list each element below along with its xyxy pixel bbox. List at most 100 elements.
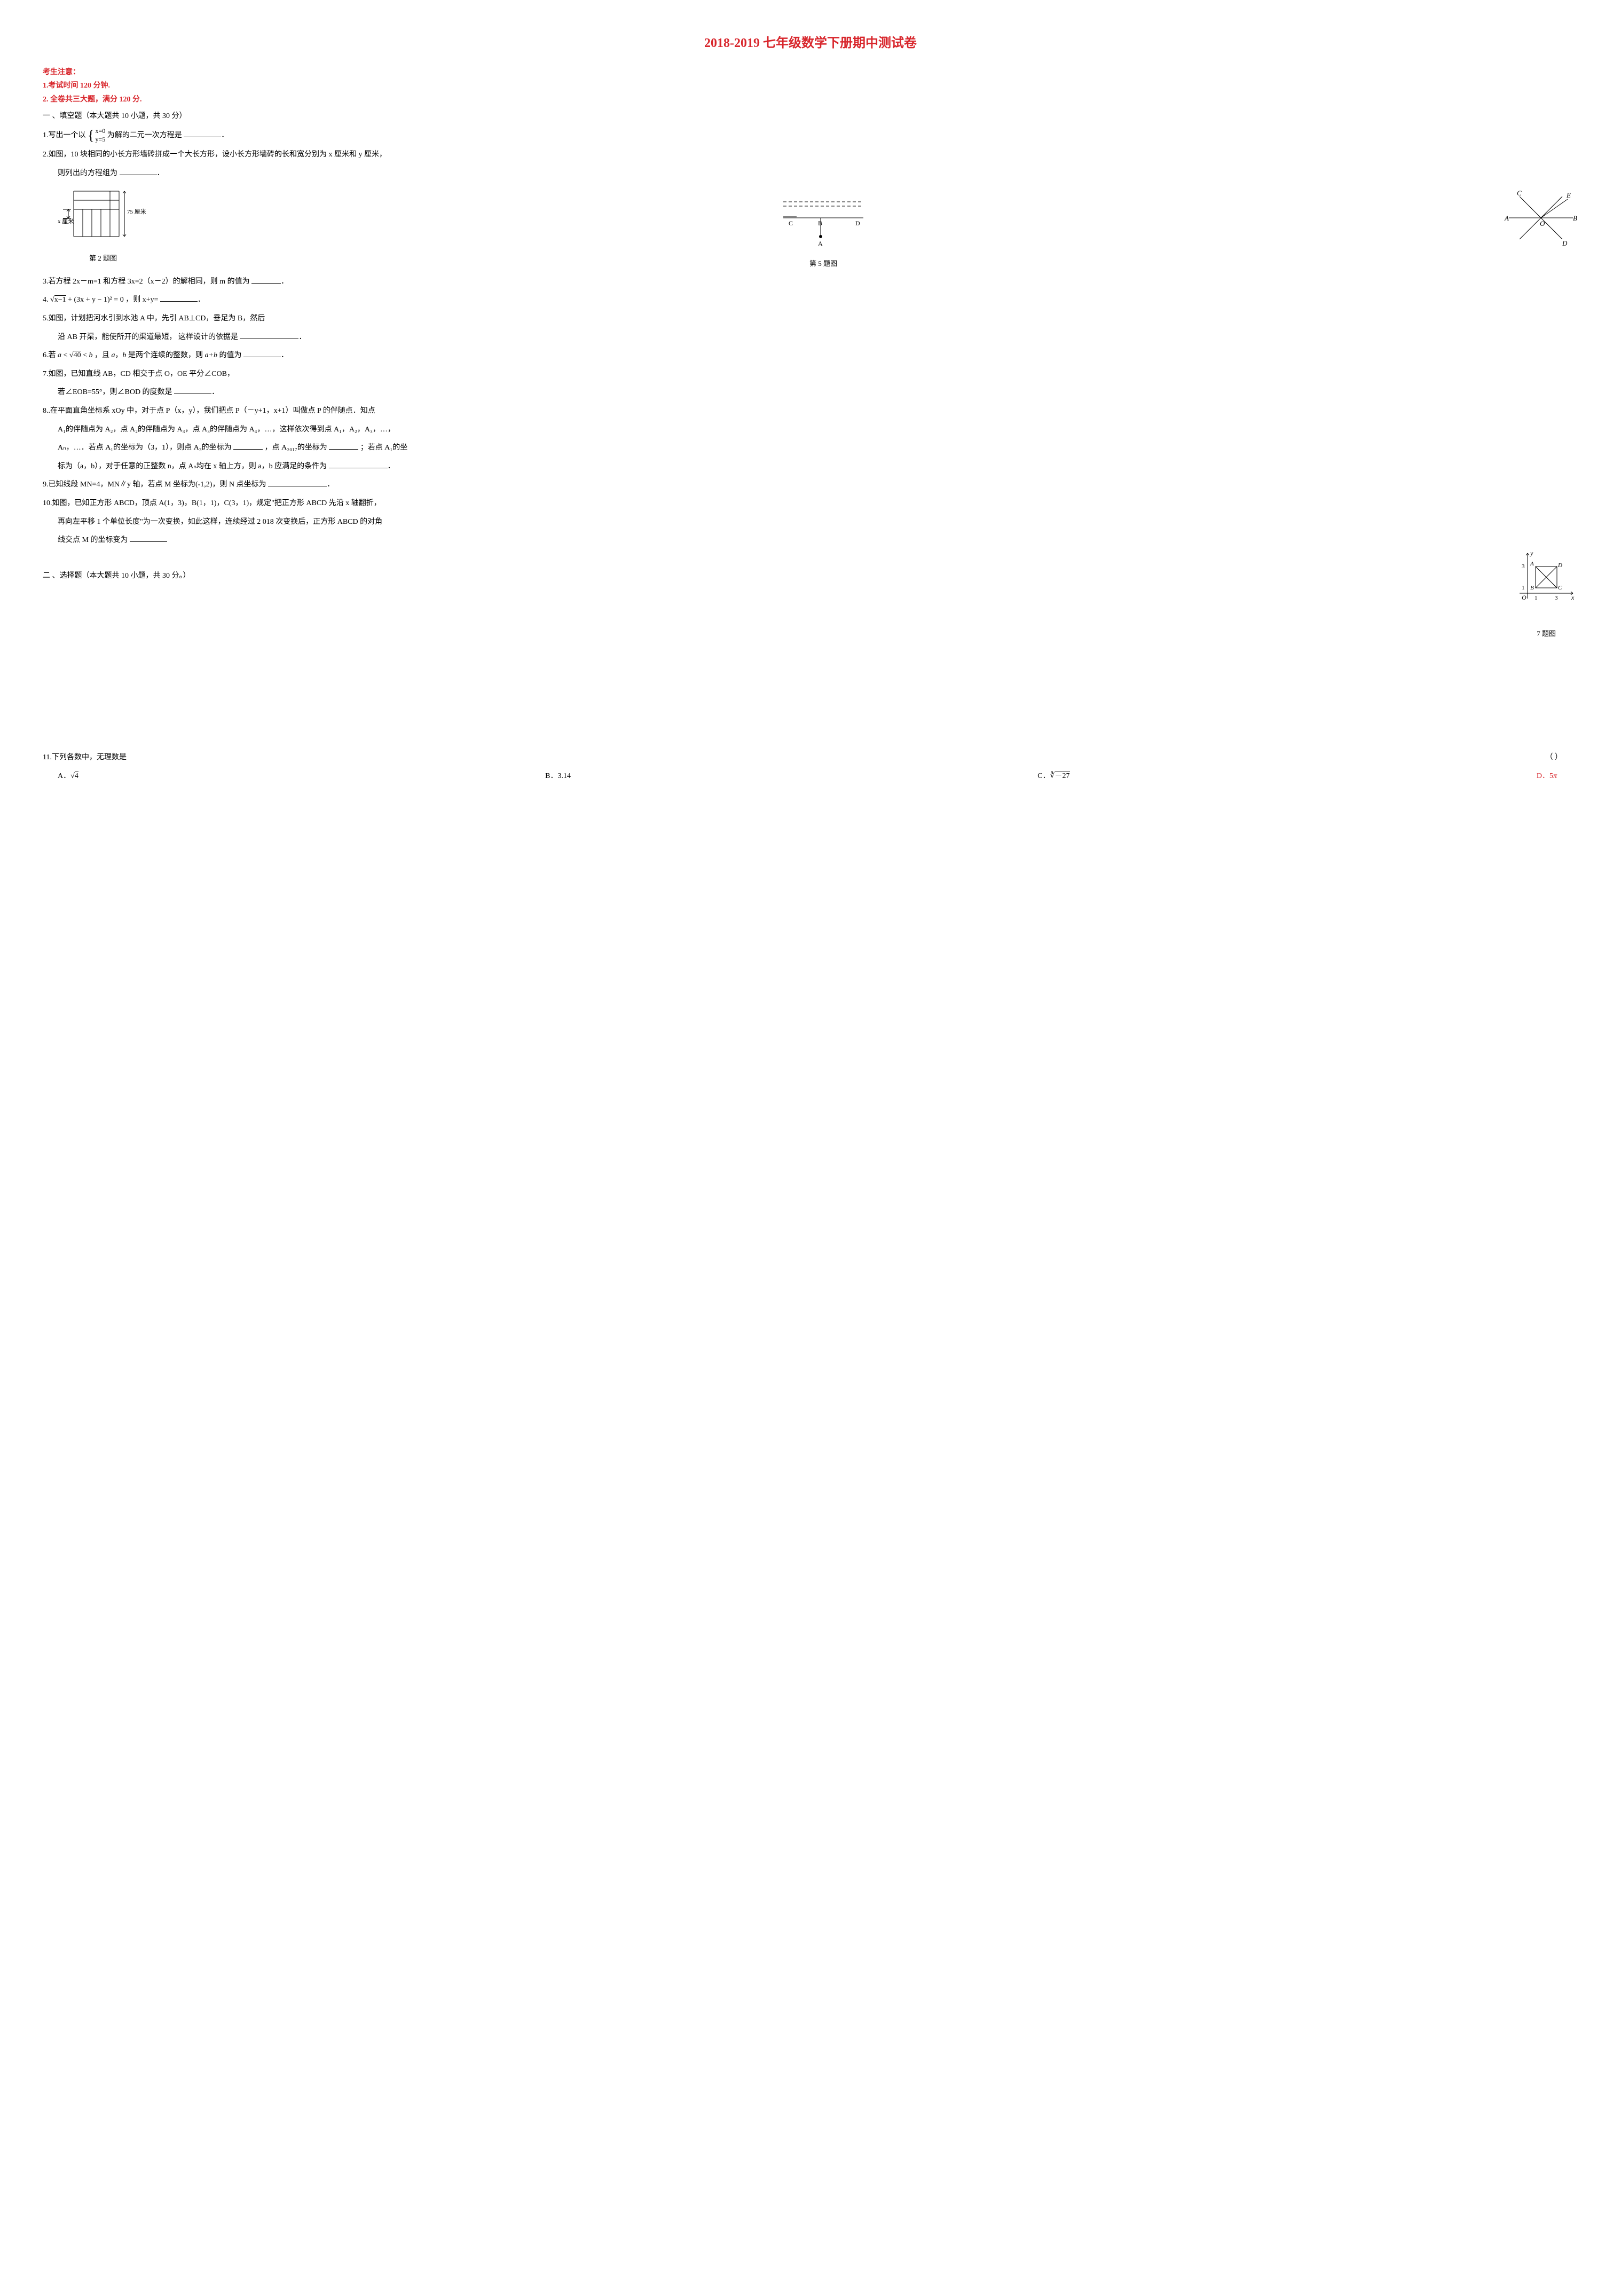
q2b-text: 则列出的方程组为 bbox=[58, 169, 117, 177]
fig10-svg: 3 1 1 3 O x y A D B C bbox=[1514, 548, 1578, 607]
q11-paren: （ ） bbox=[1546, 751, 1563, 765]
exam-title: 2018-2019 七年级数学下册期中测试卷 bbox=[43, 32, 1578, 55]
fig5-A: A bbox=[818, 240, 823, 247]
fig7-caption-bottom: 7 题图 bbox=[1514, 627, 1578, 640]
fig5-caption: 第 5 题图 bbox=[778, 257, 869, 270]
blank-q2 bbox=[120, 168, 157, 175]
blank-q1 bbox=[184, 130, 221, 137]
q1-pre: 1.写出一个以 bbox=[43, 131, 86, 139]
fig10-O: O bbox=[1522, 594, 1526, 601]
figure-2: 75 厘米 x 厘米 第 2 题图 bbox=[58, 186, 148, 264]
vertical-spacer bbox=[43, 640, 1578, 746]
q3-text: 3.若方程 2x－m=1 和方程 3x=2（x－2）的解相同，则 m 的值为 bbox=[43, 278, 250, 286]
fig2-label-x: x 厘米 bbox=[58, 218, 74, 225]
fig10-1a: 1 bbox=[1522, 585, 1525, 591]
brace-left: { bbox=[88, 129, 94, 143]
figures-row-1: 75 厘米 x 厘米 第 2 题图 C B D A 第 5 题图 bbox=[58, 186, 1578, 270]
question-8b: A₁的伴随点为 A₂，点 A₂的伴随点为 A₃，点 A₃的伴随点为 A₄，…，这… bbox=[43, 423, 1578, 437]
fig7-C: C bbox=[1517, 189, 1522, 197]
fig7-A: A bbox=[1504, 214, 1509, 222]
blank-q8-1 bbox=[233, 442, 263, 450]
fig10-1b: 1 bbox=[1535, 595, 1538, 601]
q10c-text: 线交点 M 的坐标变为 bbox=[58, 536, 128, 544]
blank-q8-2 bbox=[329, 442, 358, 450]
blank-q4 bbox=[160, 294, 198, 302]
q6-text: 6.若 a < √40 < b ，且 a，b 是两个连续的整数，则 a+b 的值… bbox=[43, 351, 241, 359]
blank-q8-3 bbox=[329, 461, 388, 468]
question-5b: 沿 AB 开渠，能使所开的渠道最短， 这样设计的依据是 ． bbox=[43, 331, 1578, 345]
notice-line-2: 2. 全卷共三大题，满分 120 分. bbox=[43, 93, 1578, 106]
q8d-pre: 标为（a，b），对于任意的正整数 n，点 Aₙ均在 x 轴上方，则 a，b 应满… bbox=[58, 462, 327, 470]
q9-text: 9.已知线段 MN=4，MN∥y 轴，若点 M 坐标为(-1,2)，则 N 点坐… bbox=[43, 481, 266, 489]
q2-text: 2.如图，10 块相同的小长方形墙砖拼成一个大长方形，设小长方形墙砖的长和宽分别… bbox=[43, 151, 387, 159]
fig10-3: 3 bbox=[1522, 563, 1525, 570]
question-10c: 线交点 M 的坐标变为 bbox=[43, 533, 1578, 548]
question-11: 11.下列各数中，无理数是 （ ） bbox=[43, 751, 1578, 765]
q8c-mid: ，点 A₂₀₁₇的坐标为 bbox=[265, 444, 327, 452]
fig7-lines-svg: C E A O B D bbox=[1498, 186, 1578, 250]
q4-expr: √x−1 + (3x + y − 1)² = 0 bbox=[50, 295, 124, 304]
q1-eq2: y=5 bbox=[95, 136, 105, 144]
question-8d: 标为（a，b），对于任意的正整数 n，点 Aₙ均在 x 轴上方，则 a，b 应满… bbox=[43, 460, 1578, 474]
q1-post: 为解的二元一次方程是 bbox=[107, 131, 182, 139]
blank-q3 bbox=[251, 276, 281, 284]
fig10-C: C bbox=[1558, 585, 1562, 591]
q11-options: A．√4 B．3.14 C．∛－27 D．5π bbox=[43, 769, 1578, 783]
figure-10: 3 1 1 3 O x y A D B C 7 题图 bbox=[1514, 548, 1578, 640]
q1-brace-equation: { x=0 y=5 bbox=[88, 127, 105, 144]
question-7b: 若∠EOB=55°，则∠BOD 的度数是 ． bbox=[43, 386, 1578, 400]
notice-line-1: 1.考试时间 120 分钟. bbox=[43, 79, 1578, 92]
fig5-D: D bbox=[855, 219, 860, 227]
q4-pre: 4. bbox=[43, 296, 50, 304]
brace-content: x=0 y=5 bbox=[95, 127, 105, 144]
figure-7-lines: C E A O B D bbox=[1498, 186, 1578, 255]
question-8a: 8..在平面直角坐标系 xOy 中，对于点 P（x，y），我们把点 P（－y+1… bbox=[43, 404, 1578, 419]
opt-b: B．3.14 bbox=[545, 769, 571, 783]
q8a-text: 8..在平面直角坐标系 xOy 中，对于点 P（x，y），我们把点 P（－y+1… bbox=[43, 407, 375, 415]
opt-a: A．√4 bbox=[58, 769, 78, 783]
fig5-B: B bbox=[818, 219, 822, 227]
question-10b: 再向左平移 1 个单位长度"为一次变换，如此这样，连续经过 2 018 次变换后… bbox=[43, 515, 1578, 530]
q10a-text: 10.如图，已知正方形 ABCD，顶点 A(1，3)，B(1，1)，C(3，1)… bbox=[43, 499, 381, 507]
q8b-text: A₁的伴随点为 A₂，点 A₂的伴随点为 A₃，点 A₃的伴随点为 A₄，…，这… bbox=[58, 426, 395, 434]
notice-header: 考生注意： bbox=[43, 66, 1578, 79]
fig5-svg: C B D A bbox=[778, 186, 869, 250]
q5-text: 5.如图，计划把河水引到水池 A 中，先引 AB⊥CD，垂足为 B，然后 bbox=[43, 314, 265, 323]
question-10a: 10.如图，已知正方形 ABCD，顶点 A(1，3)，B(1，1)，C(3，1)… bbox=[43, 497, 1578, 511]
fig10-B: B bbox=[1530, 585, 1534, 591]
fig7-O: O bbox=[1540, 219, 1545, 227]
fig10-3b: 3 bbox=[1555, 595, 1558, 601]
fig2-svg: 75 厘米 x 厘米 bbox=[58, 186, 148, 245]
blank-q5 bbox=[240, 332, 298, 339]
section-1-title: 一 、填空题（本大题共 10 小题，共 30 分） bbox=[43, 109, 1578, 123]
fig10-A: A bbox=[1530, 561, 1534, 567]
fig2-label-75: 75 厘米 bbox=[127, 208, 146, 215]
fig7-D: D bbox=[1562, 239, 1568, 247]
q8c-pre: Aₙ，…．若点 A₁的坐标为（3，1），则点 A₃的坐标为 bbox=[58, 444, 232, 452]
fig7-B: B bbox=[1573, 214, 1577, 222]
question-6: 6.若 a < √40 < b ，且 a，b 是两个连续的整数，则 a+b 的值… bbox=[43, 349, 1578, 363]
question-5: 5.如图，计划把河水引到水池 A 中，先引 AB⊥CD，垂足为 B，然后 bbox=[43, 312, 1578, 326]
blank-q9 bbox=[268, 479, 327, 486]
opt-c: C．∛－27 bbox=[1037, 769, 1069, 783]
section-2-title: 二 、选择题（本大题共 10 小题，共 30 分。） bbox=[43, 569, 1578, 583]
fig10-D: D bbox=[1557, 562, 1562, 569]
question-3: 3.若方程 2x－m=1 和方程 3x=2（x－2）的解相同，则 m 的值为 ． bbox=[43, 275, 1578, 289]
q10b-text: 再向左平移 1 个单位长度"为一次变换，如此这样，连续经过 2 018 次变换后… bbox=[58, 518, 382, 526]
q4-post: ，则 x+y= bbox=[125, 296, 158, 304]
figure-5: C B D A 第 5 题图 bbox=[778, 186, 869, 270]
fig10-x: x bbox=[1571, 594, 1575, 601]
fig10-y: y bbox=[1530, 549, 1533, 557]
q11-text: 11.下列各数中，无理数是 bbox=[43, 753, 127, 761]
opt-d: D．5π bbox=[1537, 769, 1557, 783]
question-9: 9.已知线段 MN=4，MN∥y 轴，若点 M 坐标为(-1,2)，则 N 点坐… bbox=[43, 478, 1578, 492]
blank-q6 bbox=[243, 350, 281, 357]
q5b-text: 沿 AB 开渠，能使所开的渠道最短， 这样设计的依据是 bbox=[58, 333, 238, 341]
q7a-text: 7.如图，已知直线 AB，CD 相交于点 O，OE 平分∠COB， bbox=[43, 370, 234, 378]
fig5-C: C bbox=[789, 219, 793, 227]
fig7-E: E bbox=[1566, 191, 1571, 199]
question-2: 2.如图，10 块相同的小长方形墙砖拼成一个大长方形，设小长方形墙砖的长和宽分别… bbox=[43, 148, 1578, 162]
question-2b: 则列出的方程组为 ． bbox=[43, 167, 1578, 181]
question-7a: 7.如图，已知直线 AB，CD 相交于点 O，OE 平分∠COB， bbox=[43, 367, 1578, 382]
question-4: 4. √x−1 + (3x + y − 1)² = 0 ，则 x+y= ． bbox=[43, 293, 1578, 308]
